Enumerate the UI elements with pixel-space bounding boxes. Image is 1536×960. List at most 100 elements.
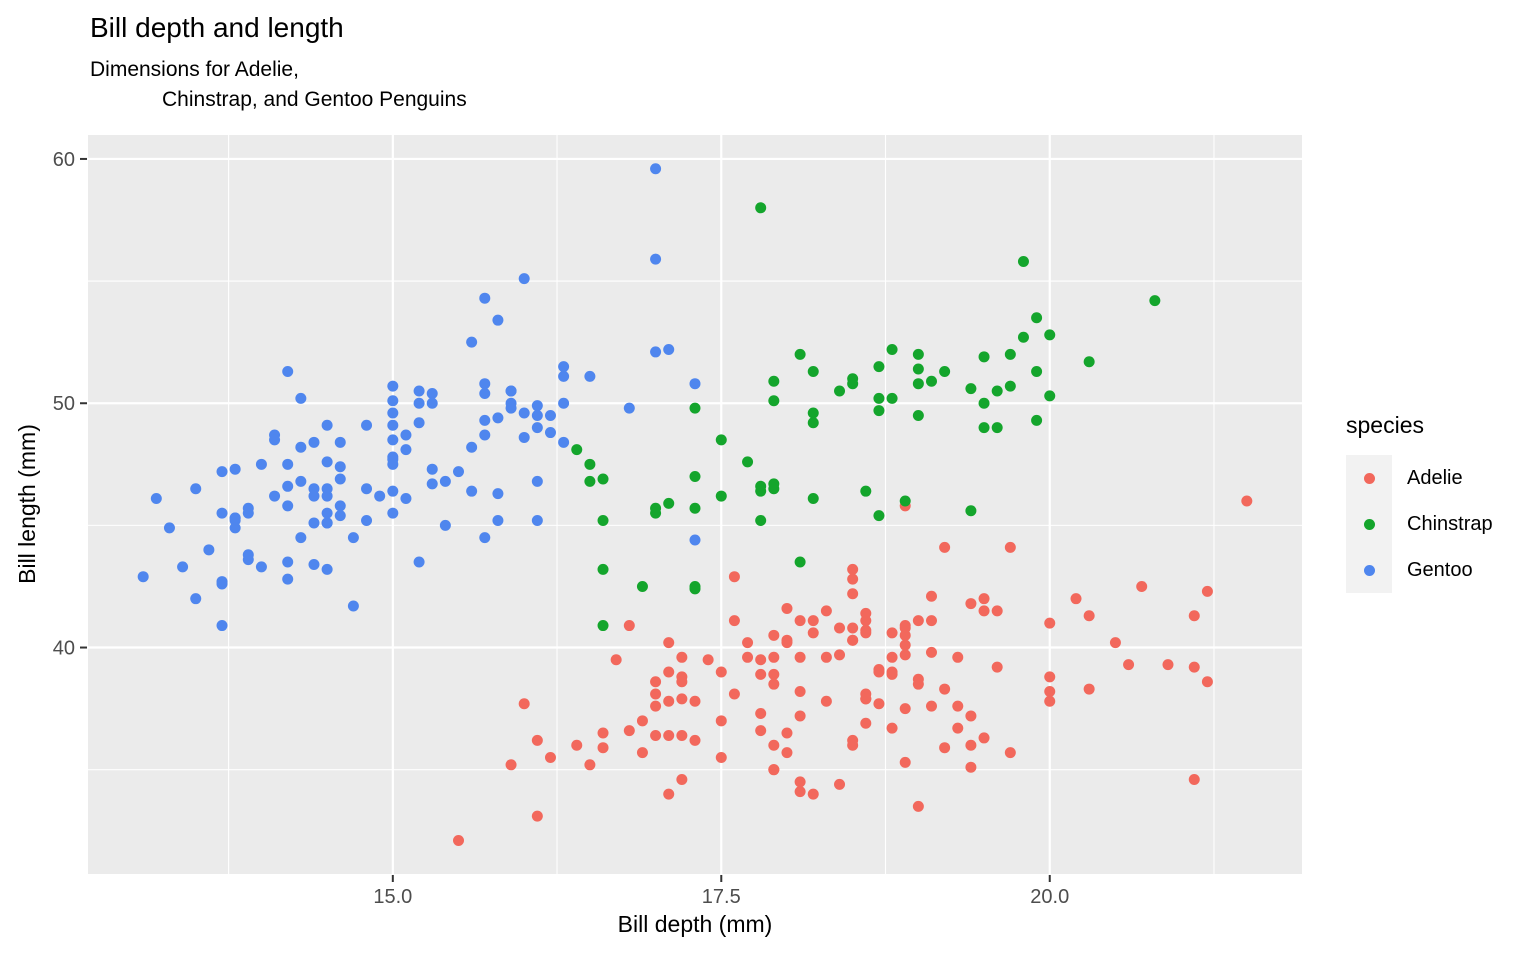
data-point (650, 502, 662, 514)
data-point (466, 485, 478, 497)
data-point (558, 436, 570, 448)
data-point (978, 351, 990, 363)
data-point (742, 651, 754, 663)
data-point (807, 627, 819, 639)
data-point (282, 556, 294, 568)
data-point (728, 571, 740, 583)
data-point (820, 605, 832, 617)
data-point (255, 458, 267, 470)
data-point (623, 620, 635, 632)
data-point (1017, 256, 1029, 268)
data-point (939, 742, 951, 754)
data-point (492, 488, 504, 500)
data-point (899, 703, 911, 715)
x-axis-title: Bill depth (mm) (617, 911, 773, 937)
data-point (544, 751, 556, 763)
data-point (755, 202, 767, 214)
data-point (925, 700, 937, 712)
data-point (295, 441, 307, 453)
data-point (873, 361, 885, 373)
data-point (991, 661, 1003, 673)
data-point (689, 580, 701, 592)
data-point (715, 666, 727, 678)
data-point (387, 380, 399, 392)
data-point (702, 654, 714, 666)
data-point (1044, 671, 1056, 683)
data-point (636, 580, 648, 592)
data-point (965, 383, 977, 395)
data-point (715, 490, 727, 502)
data-point (768, 668, 780, 680)
adelie-point-icon (1363, 472, 1375, 484)
data-point (768, 375, 780, 387)
data-point (912, 348, 924, 360)
data-point (873, 666, 885, 678)
data-point (544, 427, 556, 439)
data-point (636, 715, 648, 727)
data-point (663, 666, 675, 678)
legend-label: Chinstrap (1407, 512, 1493, 535)
data-point (584, 458, 596, 470)
data-point (413, 385, 425, 397)
data-point (939, 683, 951, 695)
data-point (663, 637, 675, 649)
data-point (873, 510, 885, 522)
data-point (794, 710, 806, 722)
data-point (571, 739, 583, 751)
data-point (860, 717, 872, 729)
data-point (991, 422, 1003, 434)
data-point (347, 532, 359, 544)
data-point (623, 725, 635, 737)
data-point (689, 502, 701, 514)
data-point (768, 478, 780, 490)
data-point (1031, 312, 1043, 324)
data-point (978, 397, 990, 409)
data-point (899, 756, 911, 768)
data-point (531, 734, 543, 746)
chart-title: Bill depth and length (90, 12, 344, 43)
data-point (479, 292, 491, 304)
data-point (952, 722, 964, 734)
data-point (492, 412, 504, 424)
data-point (518, 273, 530, 285)
data-point (413, 397, 425, 409)
data-point (742, 637, 754, 649)
data-point (387, 458, 399, 470)
legend-key (1346, 501, 1392, 547)
data-point (899, 622, 911, 634)
data-point (466, 441, 478, 453)
data-point (873, 698, 885, 710)
data-point (558, 370, 570, 382)
data-point (321, 517, 333, 529)
data-point (663, 695, 675, 707)
data-point (479, 532, 491, 544)
data-point (1083, 610, 1095, 622)
data-point (269, 434, 281, 446)
data-point (794, 556, 806, 568)
data-point (794, 686, 806, 698)
data-point (374, 490, 386, 502)
data-point (518, 407, 530, 419)
legend: species Adelie Chinstrap Gentoo (1346, 412, 1493, 593)
data-point (216, 466, 228, 478)
data-point (781, 602, 793, 614)
data-point (650, 676, 662, 688)
data-point (728, 688, 740, 700)
data-point (505, 402, 517, 414)
data-point (820, 695, 832, 707)
data-point (413, 417, 425, 429)
data-point (466, 336, 478, 348)
data-point (925, 375, 937, 387)
data-point (597, 515, 609, 527)
data-point (518, 698, 530, 710)
data-point (439, 519, 451, 531)
data-point (584, 370, 596, 382)
data-point (847, 734, 859, 746)
data-point (334, 473, 346, 485)
data-point (387, 434, 399, 446)
data-point (1136, 580, 1148, 592)
data-point (321, 456, 333, 468)
data-point (781, 637, 793, 649)
data-point (925, 590, 937, 602)
data-point (558, 361, 570, 373)
